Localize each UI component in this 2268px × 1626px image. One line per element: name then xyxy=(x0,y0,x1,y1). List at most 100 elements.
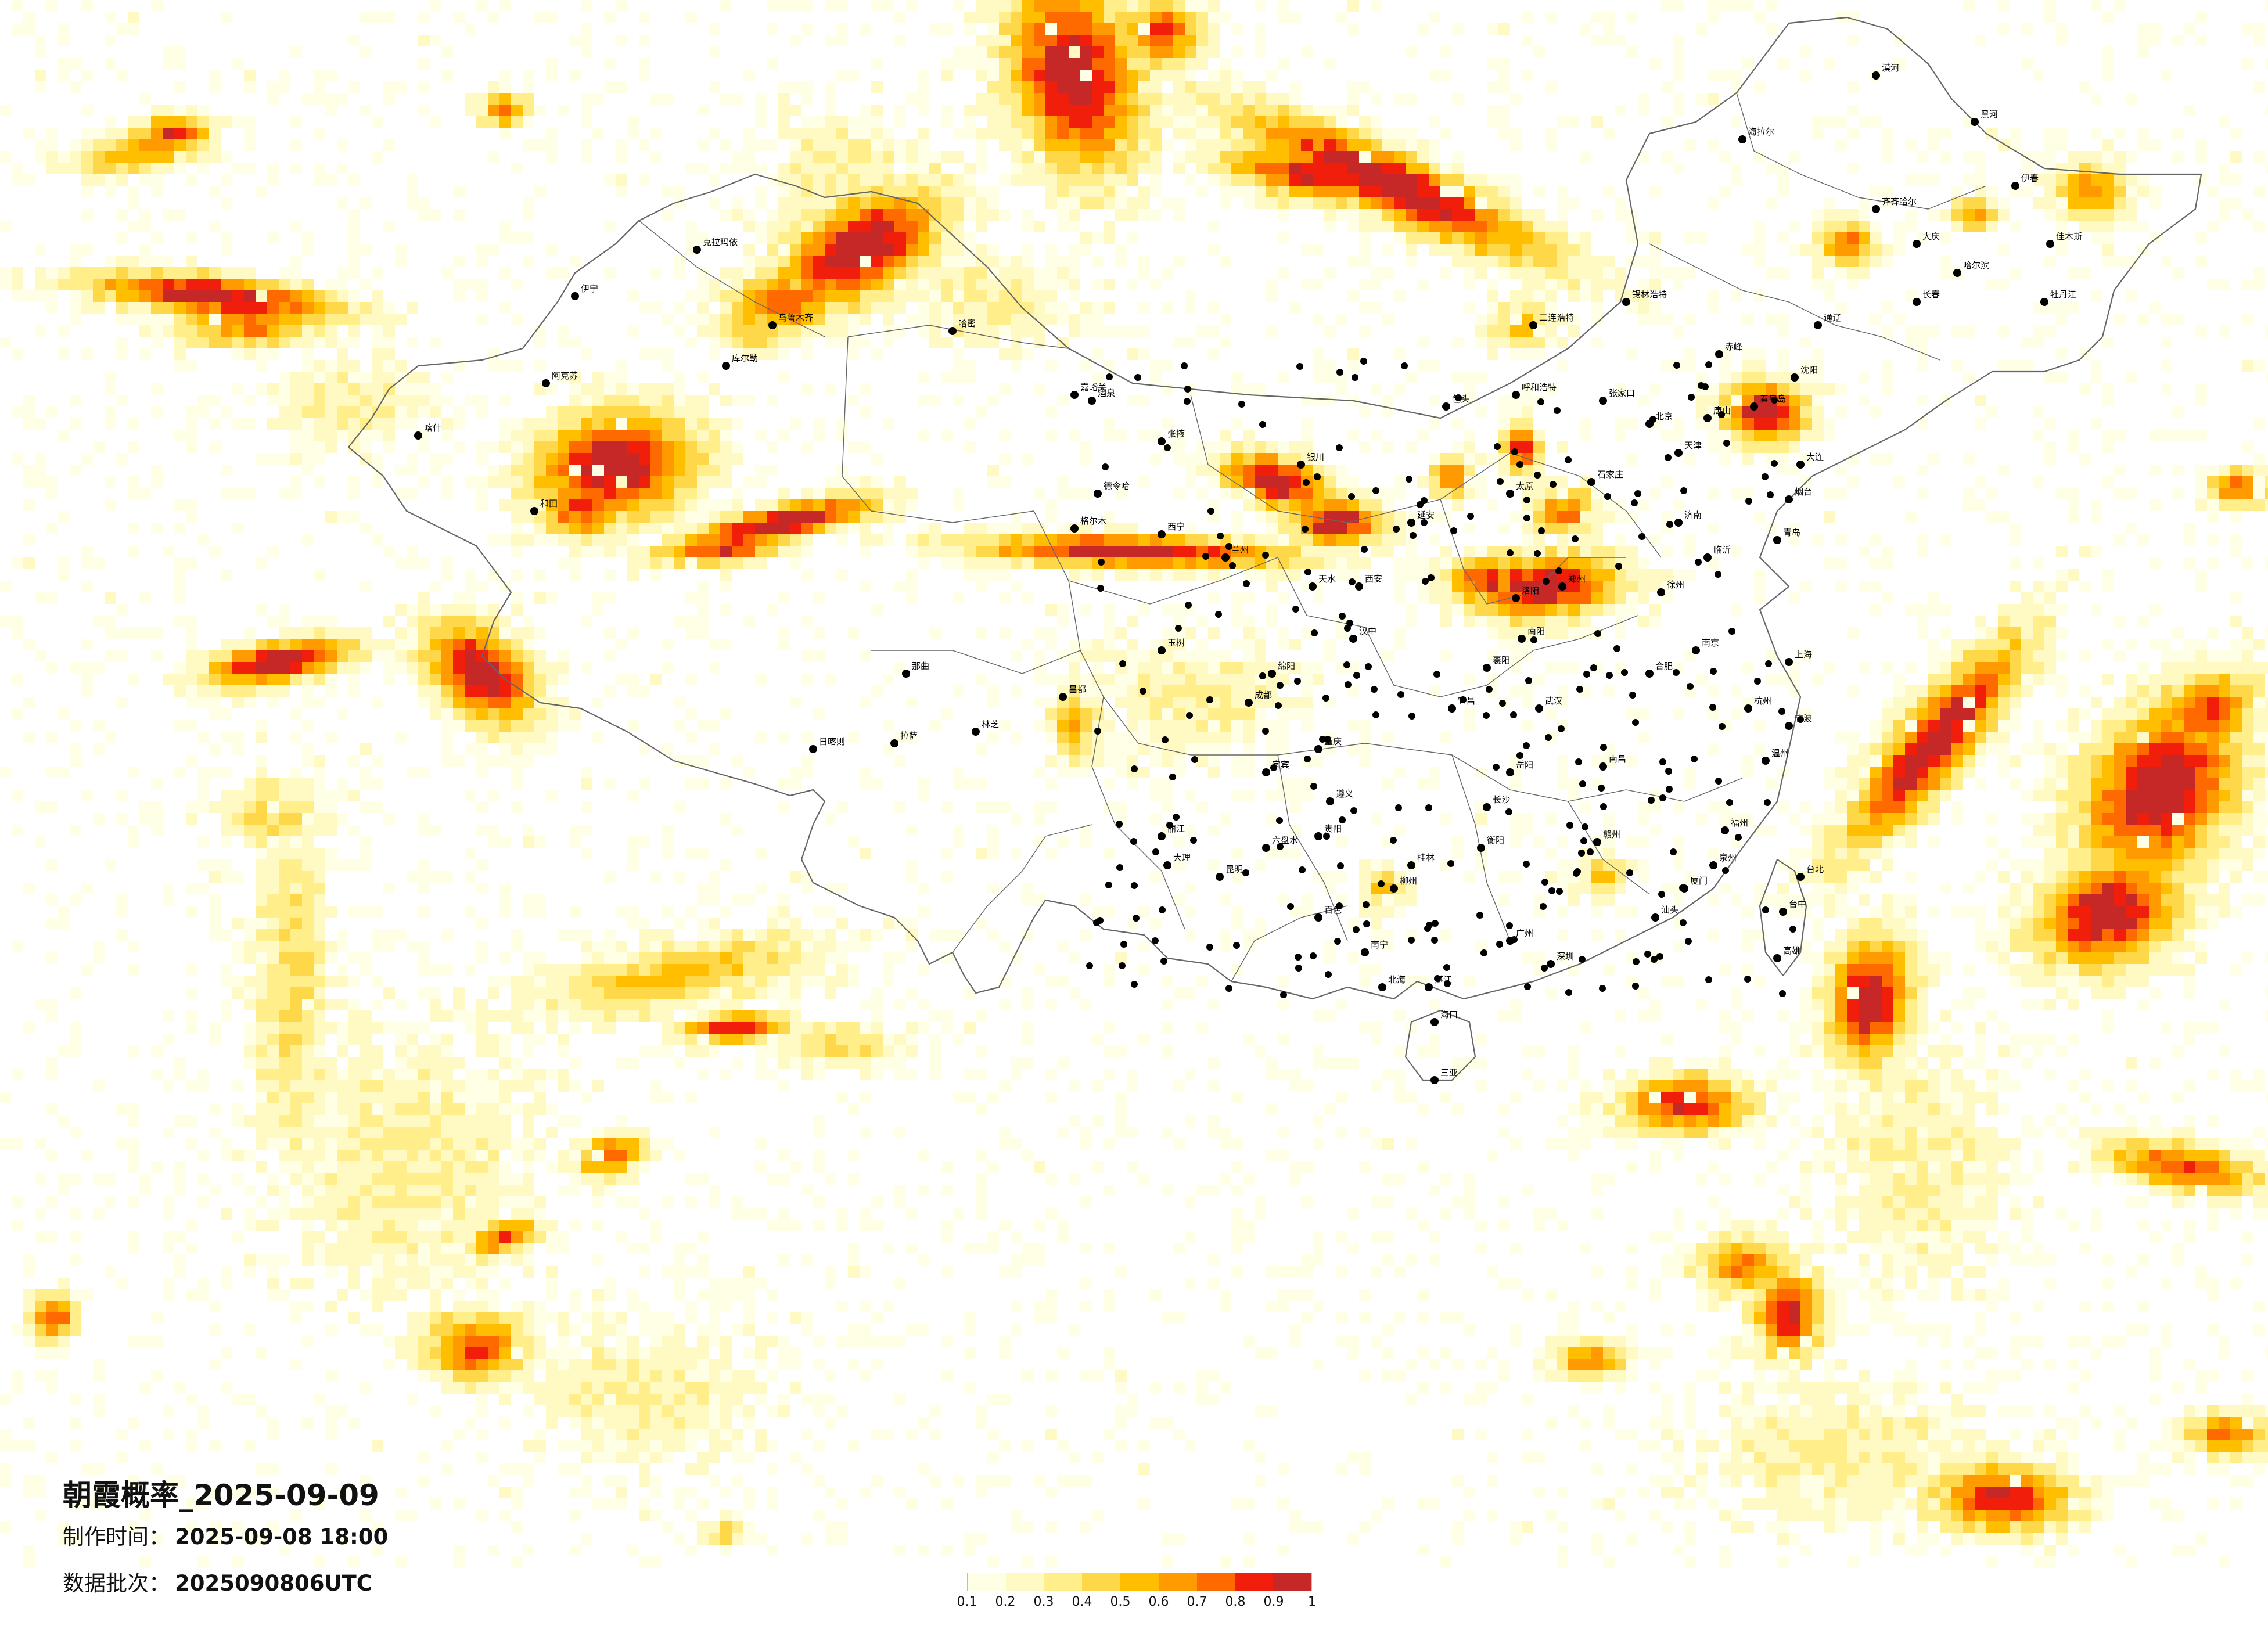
city-dot xyxy=(1622,298,1630,306)
city-dot xyxy=(1679,884,1686,891)
city-dot xyxy=(1336,902,1343,909)
city-dot xyxy=(1349,578,1356,585)
city-dot xyxy=(1534,550,1541,557)
legend-swatch-2 xyxy=(1005,1573,1044,1591)
city-label: 昌都 xyxy=(1069,684,1086,695)
city-dot xyxy=(1493,764,1500,771)
city-dot xyxy=(1152,848,1159,855)
city-dot xyxy=(1673,362,1680,369)
city-dot xyxy=(1294,678,1301,685)
city-label: 日喀则 xyxy=(819,736,845,747)
city-dot xyxy=(1311,629,1318,636)
city-label: 张家口 xyxy=(1609,388,1635,398)
city-dot xyxy=(1343,661,1350,668)
city-dot xyxy=(1140,688,1146,695)
city-dot xyxy=(1494,443,1501,450)
city-dot xyxy=(1242,869,1249,876)
city-dot xyxy=(1353,672,1360,679)
city-dot xyxy=(1120,941,1127,948)
city-dot xyxy=(1350,807,1357,814)
city-label: 漠河 xyxy=(1882,63,1899,73)
city-dot xyxy=(1207,508,1214,515)
city-dot xyxy=(1158,832,1166,840)
made-time-label: 制作时间： xyxy=(63,1524,170,1549)
city-dot xyxy=(1540,903,1547,910)
city-dot xyxy=(1709,861,1717,869)
city-dot xyxy=(1718,411,1725,418)
city-label: 台北 xyxy=(1806,864,1824,875)
city-dot xyxy=(1345,681,1352,688)
city-dot xyxy=(1372,711,1379,718)
city-label: 六盘水 xyxy=(1272,835,1298,846)
city-dot xyxy=(1444,980,1451,987)
city-label: 武汉 xyxy=(1545,696,1562,706)
city-dot xyxy=(1550,481,1557,488)
city-dot xyxy=(1225,543,1232,550)
city-dot xyxy=(1133,915,1140,922)
city-dot xyxy=(1599,397,1607,405)
city-dot xyxy=(1590,664,1597,671)
city-dot xyxy=(1767,491,1774,498)
city-dot xyxy=(1506,922,1513,929)
province-border-8 xyxy=(1091,696,1185,930)
city-dot xyxy=(1270,764,1277,771)
city-dot xyxy=(1116,864,1123,871)
legend-tick-0.9: 0.9 xyxy=(1263,1595,1284,1609)
city-dot xyxy=(972,728,980,736)
city-label: 伊春 xyxy=(2021,173,2039,184)
city-label: 桂林 xyxy=(1417,852,1435,863)
city-dot xyxy=(1691,756,1698,762)
city-dot xyxy=(1634,490,1641,497)
city-label: 伊宁 xyxy=(581,283,598,294)
city-label: 贵阳 xyxy=(1324,823,1342,834)
city-dot xyxy=(1421,519,1428,526)
city-dot xyxy=(1160,958,1167,965)
city-dot xyxy=(1302,526,1309,533)
city-dot xyxy=(1762,473,1769,480)
city-dot xyxy=(1715,778,1722,785)
city-dot xyxy=(1390,884,1398,893)
city-dot xyxy=(1651,913,1659,922)
province-border-17 xyxy=(952,824,1092,953)
city-dot xyxy=(1407,519,1415,527)
city-dot xyxy=(1280,991,1287,998)
city-label: 大连 xyxy=(1806,452,1824,462)
city-dot xyxy=(1221,553,1230,562)
city-dot xyxy=(1158,437,1166,445)
probability-heat-layer xyxy=(0,0,2268,1568)
city-dot xyxy=(1728,628,1735,635)
city-dot xyxy=(1295,954,1302,961)
city-dot xyxy=(1336,444,1343,451)
city-label: 泉州 xyxy=(1719,852,1737,863)
city-dot xyxy=(1094,728,1101,735)
city-dot xyxy=(1512,594,1520,602)
city-dot xyxy=(1703,553,1712,562)
city-dot xyxy=(1116,821,1123,828)
city-label: 温州 xyxy=(1771,748,1789,758)
city-dot xyxy=(1680,487,1687,494)
city-dot xyxy=(1102,463,1109,470)
city-label: 柳州 xyxy=(1400,876,1417,886)
city-dot xyxy=(1229,562,1236,569)
city-dot xyxy=(1365,663,1372,670)
city-dot xyxy=(1202,553,1209,560)
city-label: 西宁 xyxy=(1167,521,1185,532)
city-dot xyxy=(1131,882,1138,889)
city-dot xyxy=(1184,386,1191,393)
province-border-9 xyxy=(1277,754,1348,941)
province-border-10 xyxy=(1451,754,1511,941)
legend-tick-0.7: 0.7 xyxy=(1187,1595,1207,1609)
city-dot xyxy=(1600,744,1607,751)
city-dot xyxy=(1442,402,1450,411)
city-dot xyxy=(1425,983,1433,991)
city-dot xyxy=(1268,670,1276,678)
city-label: 杭州 xyxy=(1754,696,1771,706)
city-label: 通辽 xyxy=(1824,312,1841,323)
city-dot xyxy=(1448,704,1456,713)
city-dot xyxy=(1070,524,1079,533)
province-border-12 xyxy=(1364,615,1638,697)
city-label: 沈阳 xyxy=(1800,365,1818,375)
city-dot xyxy=(1765,660,1772,667)
city-dot xyxy=(1349,635,1357,643)
city-dot xyxy=(1648,797,1655,804)
